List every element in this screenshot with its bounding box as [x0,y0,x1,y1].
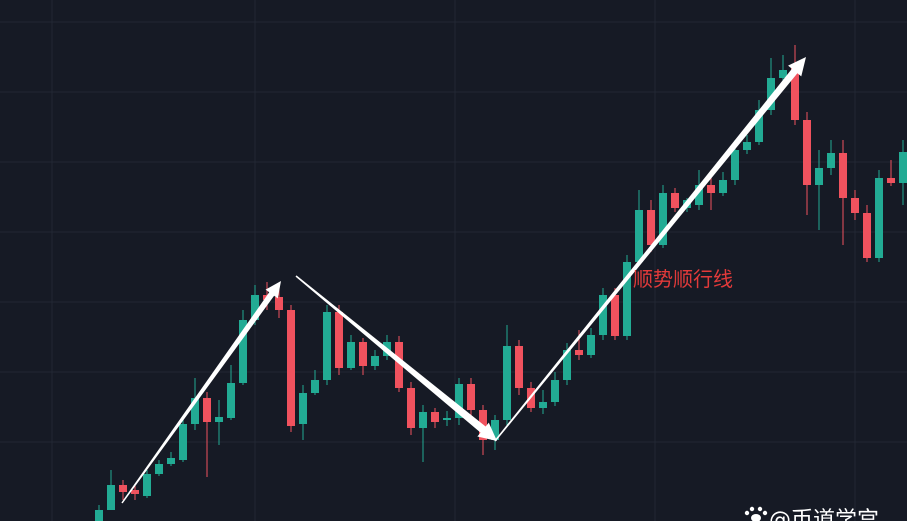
candle-body [515,346,523,388]
candle-body [191,398,199,424]
candle-body [275,297,283,310]
candle-body [107,485,115,510]
candle-body [599,295,607,335]
candle-body [755,110,763,142]
candle-body [743,142,751,150]
candle-body [299,393,307,424]
annotation: 顺势顺行线 [633,267,733,291]
candle-body [347,342,355,368]
candle-body [839,153,847,198]
candle-body [587,335,595,355]
trend-arrow [295,275,497,441]
candle-body [899,152,907,183]
candle-body [815,168,823,185]
candle-body [407,388,415,428]
watermark-text: @币道学宫 [769,508,879,521]
candle-body [791,68,799,120]
watermark-icon [744,506,768,521]
trend-arrows [121,57,806,504]
candle-body [227,383,235,418]
candle-body [443,418,451,420]
candle-body [575,350,583,355]
trend-arrow [121,281,281,504]
candle-body [779,70,787,78]
candle-body [119,485,127,492]
candle-body [767,78,775,110]
candle-body [635,210,643,262]
candle-body [239,320,247,383]
candle-body [671,193,679,208]
watermark: @币道学宫 [744,506,879,521]
candle-body [611,295,619,336]
candle-body [851,198,859,213]
candle-body [659,193,667,245]
candle-body [179,424,187,460]
candle-body [167,458,175,464]
trend-arrow [494,57,806,442]
candle-body [827,153,835,168]
candle-body [287,310,295,426]
candle-body [455,384,463,418]
candle-body [431,412,439,422]
candle-body [95,510,103,521]
candle-body [251,295,259,320]
candle-body [803,120,811,185]
candles [95,45,907,521]
candle-body [863,213,871,258]
candle-body [647,210,655,245]
candle-body [467,384,475,410]
candle-body [131,490,139,494]
candle-body [371,356,379,366]
candle-body [719,180,727,193]
candle-body [311,380,319,393]
candle-body [215,417,223,422]
candle-body [503,346,511,420]
candle-body [395,342,403,388]
candle-body [419,412,427,428]
candle-body [155,464,163,474]
candle-body [203,398,211,422]
candle-body [623,262,631,336]
candle-body [731,150,739,180]
candle-body [887,178,895,183]
candle-body [335,312,343,368]
candle-body [359,342,367,366]
candle-body [563,350,571,380]
candle-body [143,474,151,496]
candle-body [707,185,715,193]
candle-body [323,312,331,380]
candle-body [491,420,499,440]
candle-body [551,380,559,402]
candle-body [539,402,547,408]
candle-body [875,178,883,258]
candle-body [695,185,703,205]
